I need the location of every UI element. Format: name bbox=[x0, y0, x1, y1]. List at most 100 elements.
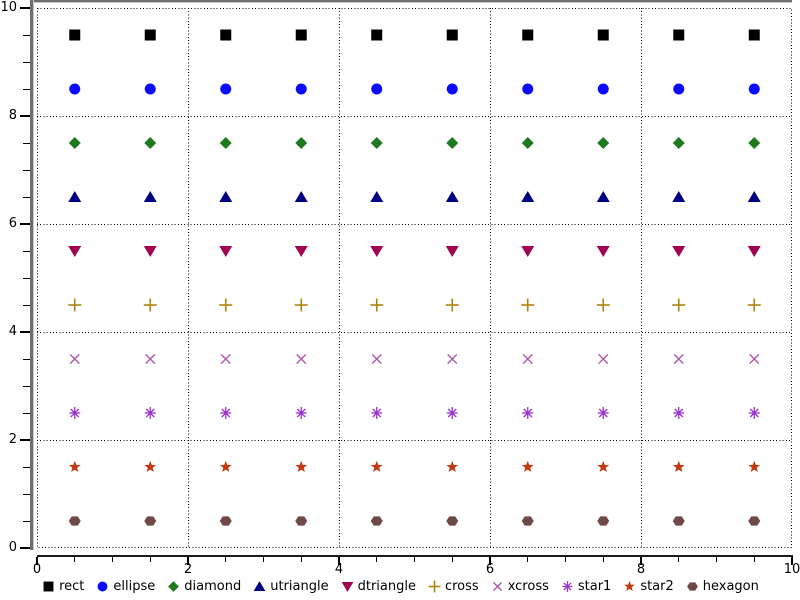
legend-label: diamond bbox=[184, 579, 242, 594]
y-tick bbox=[23, 520, 30, 522]
legend-label: star2 bbox=[640, 579, 674, 594]
legend-label: rect bbox=[59, 579, 85, 594]
x-tick bbox=[376, 557, 378, 562]
x-tick bbox=[225, 557, 227, 562]
x-tick bbox=[451, 557, 453, 562]
x-tick-label: 4 bbox=[334, 562, 344, 577]
x-tick bbox=[112, 557, 113, 562]
x-tick bbox=[527, 557, 529, 562]
series-xcross-markers bbox=[69, 353, 760, 365]
legend-label: dtriangle bbox=[357, 579, 416, 594]
legend-marker-cross-icon bbox=[428, 580, 441, 593]
y-tick bbox=[23, 196, 30, 198]
series-hexagon-markers bbox=[68, 516, 761, 526]
series-star2-markers bbox=[68, 460, 761, 473]
x-tick bbox=[640, 557, 642, 565]
top-frame-line bbox=[30, 0, 792, 3]
legend-item-cross: cross bbox=[427, 579, 479, 594]
legend-marker-diamond-icon bbox=[168, 581, 180, 592]
legend-marker-xcross-icon bbox=[492, 581, 502, 592]
y-tick-label: 8 bbox=[8, 108, 17, 123]
y-tick-label: 10 bbox=[0, 0, 17, 15]
legend-label: utriangle bbox=[270, 579, 329, 594]
x-tick bbox=[565, 557, 566, 562]
legend-item-dtriangle: dtriangle bbox=[340, 579, 416, 594]
legend-item-xcross: xcross bbox=[490, 579, 549, 594]
legend-item-diamond: diamond bbox=[166, 579, 241, 594]
legend-marker-dtriangle-icon bbox=[341, 582, 353, 592]
x-tick-label: 0 bbox=[32, 562, 42, 577]
y-tick-label: 0 bbox=[8, 540, 17, 555]
legend-item-utriangle: utriangle bbox=[252, 579, 329, 594]
y-tick bbox=[23, 493, 30, 495]
legend-marker-star1-icon bbox=[562, 581, 573, 592]
x-tick bbox=[678, 557, 680, 562]
legend-item-rect: rect bbox=[41, 579, 84, 594]
x-tick-label: 8 bbox=[636, 562, 646, 577]
y-tick bbox=[23, 277, 30, 279]
x-tick bbox=[300, 557, 302, 562]
series-cross-markers bbox=[68, 298, 761, 312]
y-tick-label: 6 bbox=[8, 216, 17, 231]
y-tick bbox=[23, 466, 30, 468]
legend-label: star1 bbox=[577, 579, 612, 594]
x-tick bbox=[791, 557, 793, 565]
y-tick bbox=[23, 88, 30, 90]
x-tick bbox=[489, 557, 491, 565]
y-tick bbox=[23, 142, 30, 144]
x-tick bbox=[716, 557, 717, 562]
legend-label: hexagon bbox=[702, 579, 759, 594]
x-tick-label: 10 bbox=[783, 562, 800, 577]
x-tick bbox=[602, 557, 604, 562]
series-star1-markers bbox=[69, 407, 760, 419]
legend-marker-star2-icon bbox=[624, 580, 636, 592]
y-tick bbox=[20, 115, 30, 117]
x-tick bbox=[263, 557, 264, 562]
legend-label: ellipse bbox=[113, 579, 156, 594]
x-tick bbox=[36, 557, 38, 565]
x-tick-label: 6 bbox=[485, 562, 495, 577]
y-tick bbox=[23, 250, 30, 252]
series-dtriangle-markers bbox=[68, 246, 761, 257]
y-tick bbox=[20, 547, 30, 549]
x-tick bbox=[149, 557, 151, 562]
x-tick bbox=[187, 557, 189, 565]
y-tick bbox=[23, 61, 30, 63]
legend: rect ellipse diamond utriangle dtriangle cros… bbox=[0, 579, 800, 594]
y-tick bbox=[23, 34, 30, 36]
series-rect-markers bbox=[69, 29, 760, 41]
y-tick bbox=[20, 7, 30, 9]
legend-marker-rect-icon bbox=[43, 581, 54, 592]
y-tick-label: 2 bbox=[8, 432, 17, 447]
legend-item-hexagon: hexagon bbox=[685, 579, 759, 594]
x-tick bbox=[753, 557, 755, 562]
x-tick bbox=[338, 557, 340, 565]
legend-marker-hexagon-icon bbox=[686, 582, 698, 591]
y-tick bbox=[23, 358, 30, 360]
y-tick bbox=[23, 304, 30, 306]
y-tick bbox=[20, 439, 30, 441]
y-tick bbox=[23, 385, 30, 387]
y-tick-label: 4 bbox=[8, 324, 17, 339]
legend-item-star2: star2 bbox=[622, 579, 674, 594]
legend-item-ellipse: ellipse bbox=[95, 579, 155, 594]
legend-label: xcross bbox=[507, 579, 549, 594]
legend-label: cross bbox=[444, 579, 479, 594]
y-axis-line bbox=[30, 0, 34, 550]
x-tick-label: 2 bbox=[183, 562, 193, 577]
y-tick bbox=[23, 169, 30, 171]
y-tick bbox=[23, 412, 30, 414]
legend-item-star1: star1 bbox=[560, 579, 611, 594]
legend-marker-utriangle-icon bbox=[253, 581, 266, 591]
x-axis-line bbox=[37, 555, 793, 557]
y-tick bbox=[20, 331, 30, 333]
series-ellipse-markers bbox=[69, 83, 760, 95]
legend-marker-ellipse-icon bbox=[97, 581, 108, 592]
x-tick bbox=[414, 557, 415, 562]
x-tick bbox=[74, 557, 76, 562]
series-diamond-markers bbox=[68, 137, 761, 149]
series-utriangle-markers bbox=[68, 191, 761, 202]
y-tick bbox=[20, 223, 30, 225]
